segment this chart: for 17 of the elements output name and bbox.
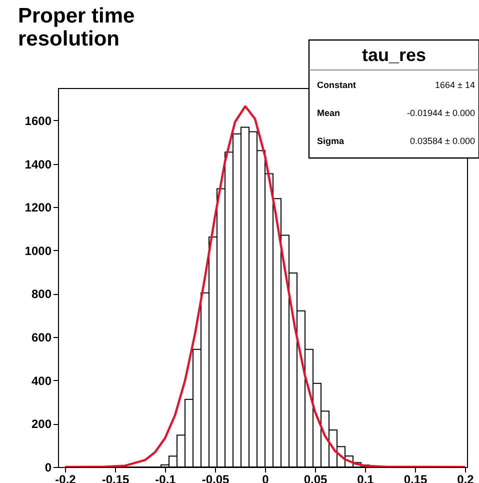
chart-title: Proper time resolution [18, 4, 135, 50]
annotation: 1664 ± 14 [435, 80, 475, 90]
y-tick-label: 0 [44, 460, 52, 474]
annotation: Sigma [317, 136, 346, 146]
annotation: Constant [317, 80, 356, 90]
annotation: 0.03584 ± 0.000 [410, 136, 475, 146]
annotation: -0.01944 ± 0.000 [407, 108, 475, 118]
y-tick-label: 1600 [24, 114, 52, 128]
y-tick-label: 400 [31, 374, 52, 388]
y-tick-label: 1000 [24, 244, 52, 258]
y-tick-label: 600 [31, 330, 52, 345]
text: tau_res [362, 45, 426, 65]
y-tick-label: 1400 [24, 157, 52, 172]
y-tick-label: 200 [31, 417, 52, 432]
y-tick-label: 800 [31, 287, 52, 302]
y-tick-label: 1200 [24, 200, 52, 215]
annotation: Mean [317, 108, 340, 118]
